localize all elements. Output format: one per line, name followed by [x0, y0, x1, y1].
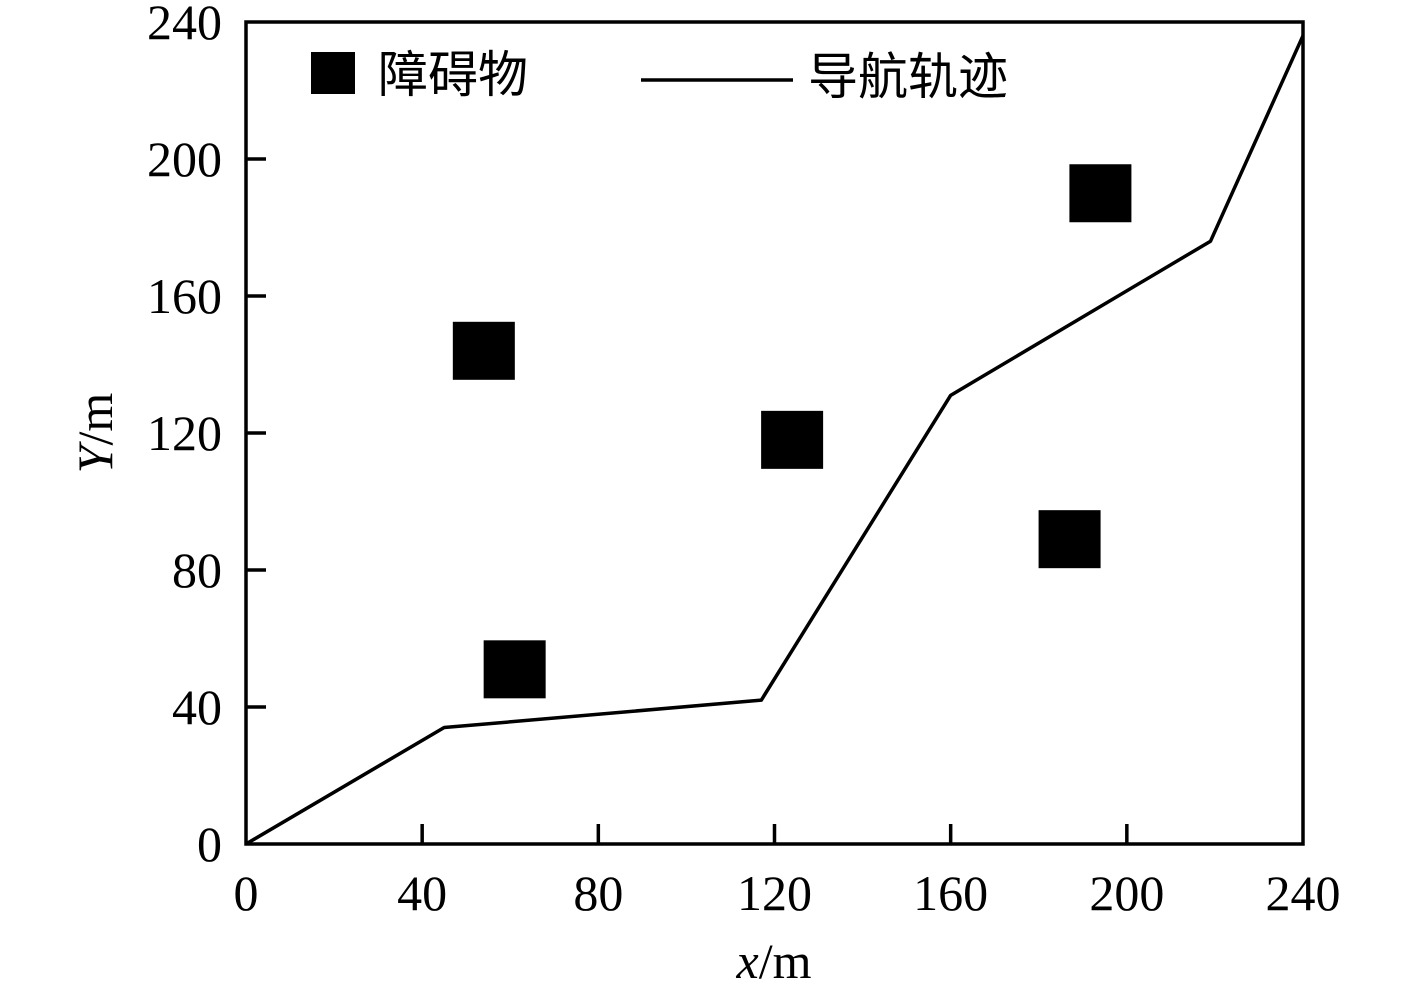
- x-tick-label: 160: [913, 865, 988, 921]
- legend-obstacle-swatch: [311, 52, 355, 94]
- x-tick-label: 40: [397, 865, 447, 921]
- legend-trajectory-label: 导航轨迹: [808, 48, 1008, 106]
- obstacle-marker: [483, 640, 546, 699]
- obstacle-marker: [1038, 510, 1101, 569]
- trajectory-line: [245, 34, 1305, 846]
- y-tick-label: 80: [172, 542, 222, 598]
- obstacle-marker: [1069, 164, 1132, 223]
- legend: 障碍物 导航轨迹: [311, 46, 1008, 106]
- obstacle-marker: [452, 321, 515, 380]
- y-tick-label: 200: [147, 131, 222, 187]
- y-tick-label: 160: [147, 268, 222, 324]
- x-tick-label: 0: [234, 865, 259, 921]
- y-tick-label: 120: [147, 405, 222, 461]
- y-tick-label: 40: [172, 679, 222, 735]
- series-layer: [245, 34, 1305, 846]
- x-tick-label: 120: [737, 865, 812, 921]
- y-axis-title: Y/m: [67, 393, 123, 474]
- x-tick-label: 80: [573, 865, 623, 921]
- x-axis-title: x/m: [736, 933, 812, 987]
- x-tick-label: 200: [1089, 865, 1164, 921]
- legend-obstacle-label: 障碍物: [378, 46, 528, 104]
- obstacle-marker: [761, 410, 824, 469]
- x-tick-label: 240: [1266, 865, 1341, 921]
- ticks-layer: 0 40 80 120 160 200 240 0 40 80 120 160 200 240: [147, 0, 1341, 921]
- y-tick-label: 0: [197, 816, 222, 872]
- y-tick-label: 240: [147, 0, 222, 50]
